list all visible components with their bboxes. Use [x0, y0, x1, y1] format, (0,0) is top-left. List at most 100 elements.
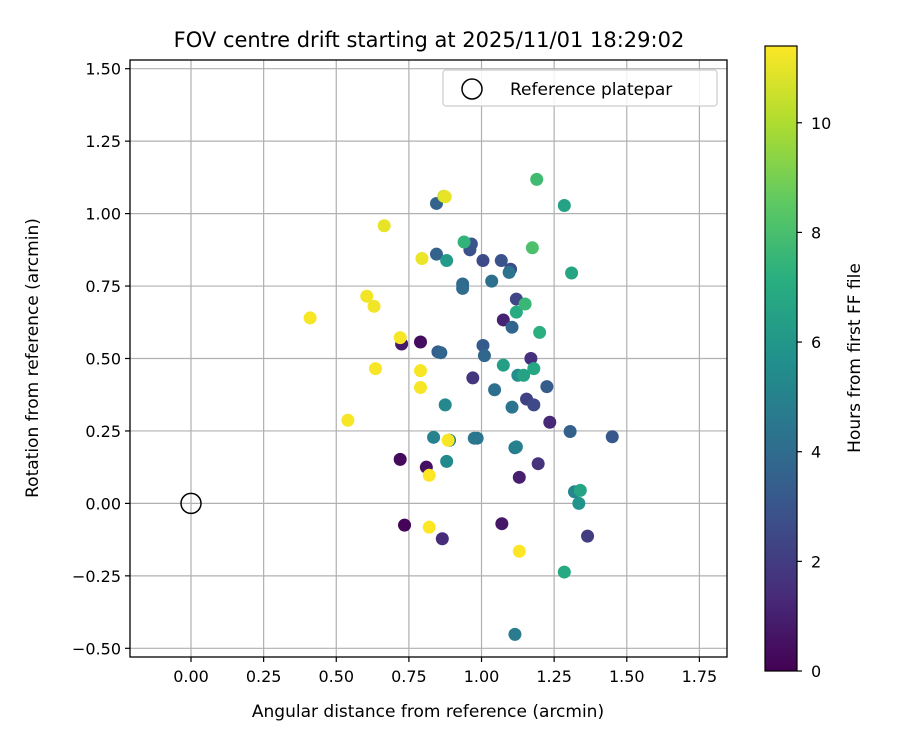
x-tick-label: 0.75 [391, 667, 427, 686]
data-point [456, 281, 470, 295]
data-point [509, 440, 523, 454]
data-point [457, 235, 471, 249]
data-point [565, 266, 579, 280]
data-point [414, 380, 428, 394]
y-tick-label: 1.25 [85, 132, 121, 151]
data-point [441, 433, 455, 447]
data-point [398, 518, 412, 532]
data-point [505, 320, 519, 334]
x-tick-label: 0.50 [318, 667, 354, 686]
data-point [605, 430, 619, 444]
data-point [414, 335, 428, 349]
y-axis-label: Rotation from reference (arcmin) [23, 218, 43, 498]
y-axis-ticks: −0.50 −0.25 0.00 0.25 0.50 0.75 1.00 1.25 1.50 [72, 60, 130, 658]
legend-label: Reference platepar [510, 80, 672, 100]
colorbar-tick-label: 0 [811, 662, 821, 681]
data-point [581, 529, 595, 543]
data-point [509, 305, 523, 319]
colorbar-tick-label: 10 [811, 114, 831, 133]
colorbar-ticks: 0 2 4 6 8 10 [797, 114, 831, 681]
scatter-points [303, 172, 619, 641]
colorbar-tick-label: 8 [811, 223, 821, 242]
data-point [360, 289, 374, 303]
data-point [303, 311, 317, 325]
data-point [434, 346, 448, 360]
chart-title: FOV centre drift starting at 2025/11/01 … [174, 28, 685, 52]
data-point [435, 532, 449, 546]
x-tick-label: 0.25 [246, 667, 282, 686]
data-point [422, 520, 436, 534]
x-tick-label: 1.00 [464, 667, 500, 686]
x-axis-ticks: 0.00 0.25 0.50 0.75 1.00 1.25 1.50 1.75 [173, 657, 717, 686]
data-point [563, 425, 577, 439]
data-point [488, 383, 502, 397]
data-point [524, 352, 538, 365]
data-point [573, 483, 587, 497]
data-point [427, 430, 441, 444]
data-point [525, 241, 539, 255]
colorbar-tick-label: 2 [811, 552, 821, 571]
data-point [415, 252, 429, 266]
data-point [540, 380, 554, 394]
data-point [496, 313, 510, 327]
data-point [440, 254, 454, 268]
data-point [557, 565, 571, 579]
data-point [438, 398, 452, 412]
data-point [557, 198, 571, 212]
y-tick-label: −0.25 [72, 567, 121, 586]
data-point [485, 274, 499, 288]
data-point [440, 454, 454, 468]
data-point [377, 219, 391, 233]
colorbar-tick-label: 4 [811, 443, 821, 462]
data-point [517, 368, 531, 382]
data-point [518, 297, 532, 311]
data-point [512, 470, 526, 484]
data-point [467, 431, 481, 445]
x-axis-label: Angular distance from reference (arcmin) [252, 702, 604, 722]
legend-marker [461, 78, 483, 100]
x-tick-label: 1.25 [536, 667, 572, 686]
x-tick-label: 1.75 [682, 667, 718, 686]
data-point [466, 371, 480, 385]
data-point [505, 400, 519, 414]
data-point [438, 190, 452, 204]
colorbar: 0 2 4 6 8 10 Hours from first FF file [764, 45, 865, 681]
grid [130, 60, 727, 657]
y-tick-label: 1.00 [85, 205, 121, 224]
data-point [477, 349, 491, 363]
data-point [414, 364, 428, 378]
data-point [429, 247, 443, 261]
data-point [572, 496, 586, 510]
data-point [502, 265, 516, 279]
data-point [495, 517, 509, 531]
legend-box [442, 69, 718, 107]
x-tick-label: 0.00 [173, 667, 209, 686]
y-tick-label: 0.75 [85, 277, 121, 296]
y-tick-label: −0.50 [72, 639, 121, 658]
data-point [393, 331, 407, 345]
data-point [543, 415, 557, 429]
y-tick-label: 1.50 [85, 60, 121, 79]
data-point [476, 254, 490, 268]
data-point [496, 358, 510, 372]
data-point [530, 172, 544, 186]
data-point [533, 325, 547, 339]
data-point [476, 338, 490, 352]
data-point [531, 457, 545, 471]
y-tick-label: 0.50 [85, 350, 121, 369]
data-point [393, 452, 407, 466]
data-point [527, 398, 541, 412]
data-point [422, 468, 436, 482]
data-point [508, 627, 522, 641]
x-tick-label: 1.50 [609, 667, 645, 686]
y-tick-label: 0.25 [85, 422, 121, 441]
legend: Reference platepar [442, 69, 718, 107]
reference-platepar-marker [180, 492, 202, 515]
data-point [341, 413, 355, 427]
data-point [512, 544, 526, 558]
colorbar-label: Hours from first FF file [845, 263, 865, 453]
colorbar-gradient [764, 45, 798, 672]
data-point [367, 299, 381, 313]
data-point [368, 362, 382, 376]
